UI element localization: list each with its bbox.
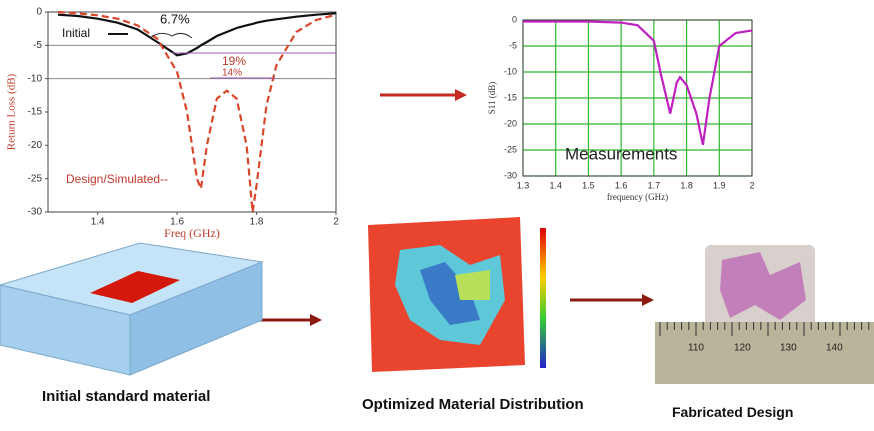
x-tick-label: 1.8 xyxy=(250,217,264,228)
y-tick-label: -10 xyxy=(504,66,517,76)
y-axis-label: S11 (dB) xyxy=(487,82,497,114)
caption: Optimized Material Distribution xyxy=(362,396,584,413)
y-tick-label: -25 xyxy=(28,173,43,184)
ruler-label: 130 xyxy=(780,343,797,354)
series-line xyxy=(58,13,336,55)
x-tick-label: 1.4 xyxy=(549,180,562,190)
y-tick-label: -5 xyxy=(33,40,42,51)
arrow-head xyxy=(455,89,467,101)
series-label: Design/Simulated-- xyxy=(66,172,168,186)
x-axis-label: Freq (GHz) xyxy=(164,226,220,240)
y-tick-label: -20 xyxy=(504,118,517,128)
y-tick-label: -10 xyxy=(28,73,43,84)
figure: 110 120 130 140 0 -5 -10 -15 -20 -25 -30 1.4 1.6 1.8 2… xyxy=(0,0,874,431)
arrow-head xyxy=(642,294,654,306)
y-tick-label: -30 xyxy=(504,170,517,180)
annotation: 14% xyxy=(222,68,242,79)
x-tick-label: 1.8 xyxy=(680,180,693,190)
x-tick-label: 1.5 xyxy=(582,180,595,190)
ruler-label: 140 xyxy=(826,343,843,354)
page: 110 120 130 140 0 -5 -10 -15 -20 -25 -30 1.4 1.6 1.8 2… xyxy=(0,0,874,431)
colorbar xyxy=(540,228,546,368)
y-axis-label: Return Loss (dB) xyxy=(6,73,18,150)
arrow-head xyxy=(310,314,322,326)
x-tick-label: 2 xyxy=(333,217,339,228)
caption: Fabricated Design xyxy=(672,404,793,420)
x-tick-label: 1.6 xyxy=(615,180,628,190)
y-tick-label: -5 xyxy=(509,40,517,50)
y-tick-label: 0 xyxy=(36,7,42,18)
annotation: Measurements xyxy=(565,144,677,163)
ruler-label: 110 xyxy=(688,343,704,354)
series-line xyxy=(523,22,752,145)
x-tick-label: 1.4 xyxy=(91,217,105,228)
annotation: 6.7% xyxy=(160,11,190,26)
caption: Initial standard material xyxy=(42,388,212,405)
x-tick-label: 1.9 xyxy=(713,180,726,190)
x-tick-label: 1.3 xyxy=(517,180,530,190)
ruler-label: 120 xyxy=(734,343,751,354)
y-tick-label: -15 xyxy=(28,107,43,118)
y-tick-label: -20 xyxy=(28,140,43,151)
x-tick-label: 1.7 xyxy=(648,180,661,190)
y-tick-label: -25 xyxy=(504,144,517,154)
y-tick-label: -15 xyxy=(504,92,517,102)
series-label: Initial xyxy=(62,26,90,40)
x-tick-label: 2 xyxy=(749,180,754,190)
y-tick-label: -30 xyxy=(28,207,43,218)
annotation: 19% xyxy=(222,54,246,68)
y-tick-label: 0 xyxy=(512,14,517,24)
x-axis-label: frequency (GHz) xyxy=(607,192,668,202)
material-region xyxy=(455,270,490,300)
